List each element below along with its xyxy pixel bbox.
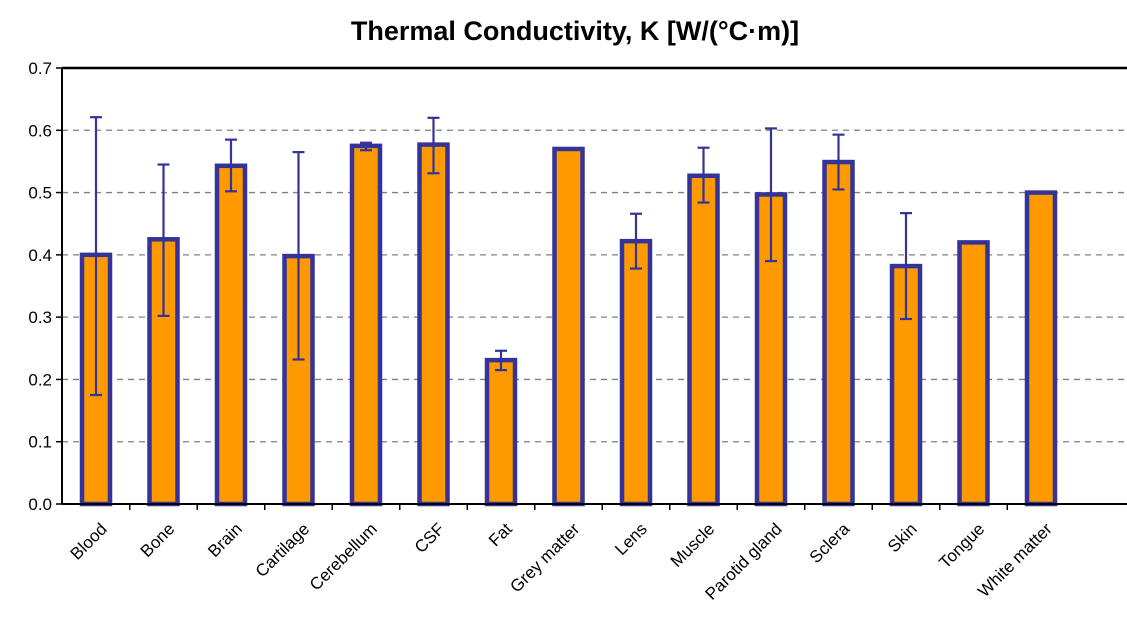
y-tick-label: 0.6 (28, 121, 52, 140)
x-tick-label: Sclera (806, 519, 854, 567)
x-tick-label: Fat (485, 519, 516, 550)
x-tick-label: Tongue (935, 519, 988, 572)
x-tick-label: Lens (611, 519, 651, 559)
bar (349, 143, 383, 507)
bar (214, 163, 248, 507)
chart-title: Thermal Conductivity, K [W/(°C·m)] (351, 16, 799, 46)
y-axis-ticks: 0.0 0.1 0.2 0.3 0.4 0.5 0.6 0.7 (28, 59, 62, 514)
y-tick-label: 0.0 (28, 495, 52, 514)
bar (687, 173, 720, 507)
y-tick-label: 0.3 (28, 308, 52, 327)
bar (957, 240, 990, 507)
bar (619, 238, 653, 507)
y-tick-label: 0.5 (28, 184, 52, 203)
x-tick-label: Grey matter (506, 519, 583, 596)
bars (79, 116, 1058, 507)
bar (822, 159, 855, 507)
bar (1024, 190, 1058, 507)
y-tick-label: 0.2 (28, 370, 52, 389)
x-tick-label: Blood (67, 519, 111, 563)
bar (417, 142, 450, 507)
x-tick-label: Muscle (667, 519, 719, 571)
bar (552, 146, 585, 507)
y-tick-label: 0.4 (28, 246, 52, 265)
x-tick-label: Bone (137, 519, 179, 561)
y-tick-label: 0.7 (28, 59, 52, 78)
y-tick-label: 0.1 (28, 433, 52, 452)
axes (61, 66, 1127, 510)
x-tick-label: Cartilage (252, 519, 314, 581)
x-tick-label: Skin (884, 519, 921, 556)
x-tick-label: Brain (204, 519, 245, 560)
bar (484, 357, 518, 507)
x-tick-label: CSF (411, 519, 448, 556)
x-tick-label: Cerebellum (306, 519, 381, 594)
